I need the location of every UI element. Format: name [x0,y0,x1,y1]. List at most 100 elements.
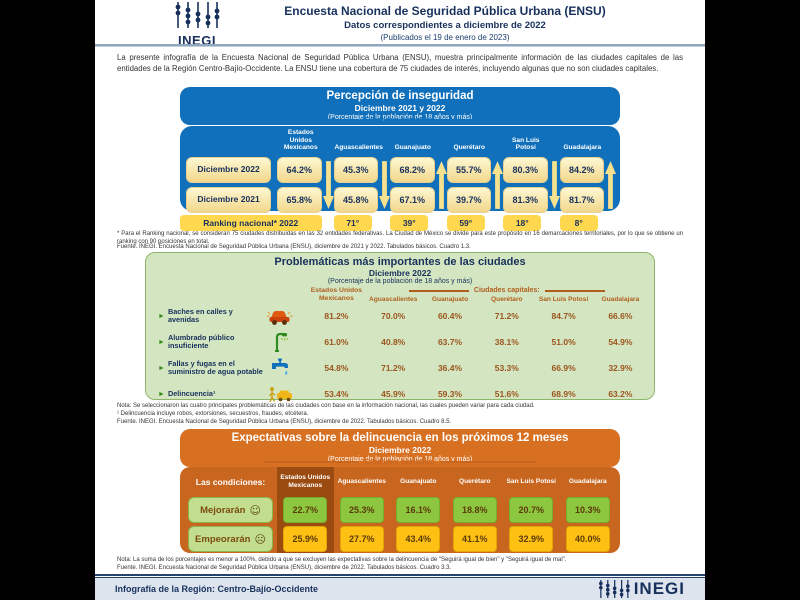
bullet-icon: ► [158,390,165,398]
perception-table: Estados Unidos Mexicanos Aguascalientes … [180,126,620,213]
table-cell: 67.1% [390,186,435,213]
table-cell: 40.0% [565,526,610,552]
problems-row-delincuencia: ► Delincuencia¹ 53.4% 45.9% 59.3% 51.6% … [150,381,650,407]
inegi-logo: INEGI [161,2,233,48]
table-cell: 61.0% [324,337,349,348]
car-icon [266,311,293,326]
table-cell: 55.7% [446,156,491,183]
trend-arrow-icon [322,160,334,210]
divider-line [441,118,537,121]
table-cell: 54.9% [608,337,633,348]
published-date: (Publicados el 19 de enero de 2023) [380,33,510,42]
column-header: Querétaro [453,144,485,152]
ranking-label: Ranking nacional* 2022 [180,215,322,231]
problems-capitals-divider: Ciudades capitales: [365,287,649,295]
table-cell: 71.2% [381,363,406,374]
footer-region-label: Infografía de la Región: Centro-Bajío-Oc… [115,584,319,594]
table-cell: 63.7% [437,337,463,348]
row-label: Diciembre 2021 [186,186,271,213]
table-cell: 63.2% [608,389,633,400]
divider-line [263,460,359,463]
table-cell: 39.7% [446,186,491,213]
faucet-icon [271,358,288,376]
expectations-note: Nota: La suma de los porcentajes es meno… [117,557,567,563]
trend-arrow-icon [379,160,390,210]
column-header: Estados Unidos Mexicanos [310,287,363,303]
trend-arrow-icon [435,160,447,210]
trend-arrow-icon [605,160,616,210]
problems-period: Diciembre 2022 [368,268,432,278]
expectations-universe: (Porcentaje de la población de 18 años y… [327,456,473,463]
content-area: INEGI Encuesta Nacional de Seguridad Púb… [95,0,705,600]
column-header: San Luis Potosí [506,478,556,486]
capitals-label: Ciudades capitales: [364,115,436,124]
inegi-abacus-icon [598,580,630,598]
table-cell: 68.2% [390,156,435,183]
table-cell: 43.4% [396,526,441,552]
crime-icon [268,387,292,403]
page-header: INEGI Encuesta Nacional de Seguridad Púb… [95,0,705,48]
bullet-icon: ► [158,338,165,346]
capitals-label: Ciudades capitales: [473,287,540,295]
divider-line [263,118,359,121]
table-cell: 22.7% [283,497,328,523]
ranking-value: 59° [446,215,485,231]
conditions-label: Las condiciones: [195,477,266,487]
perception-universe: (Porcentaje de la población de 18 años y… [327,114,473,121]
streetlamp-icon [274,333,289,353]
header-titles: Encuesta Nacional de Seguridad Pública U… [235,4,655,42]
table-cell: 81.2% [324,311,349,322]
expectations-title: Expectativas sobre la delincuencia en lo… [231,432,569,444]
table-cell: 16.1% [396,497,441,523]
divider-line [408,290,469,292]
inegi-logo-text: INEGI [633,579,685,598]
problems-row-agua: ► Fallas y fugas en el suministro de agu… [150,355,650,381]
table-cell: 45.3% [333,156,378,183]
bullet-icon: ► [158,364,165,372]
perception-title: Percepción de inseguridad [326,90,474,102]
table-cell: 53.3% [494,363,519,374]
table-cell: 66.9% [551,363,576,374]
column-header: Guanajuato [431,296,469,304]
expectations-section-header: Expectativas sobre la delincuencia en lo… [180,429,620,467]
column-header: Guanajuato [394,144,431,152]
perception-footnote: * Para el Ranking nacional, se considera… [117,231,683,245]
page-subtitle: Datos correspondientes a diciembre de 20… [344,20,546,31]
problem-label: Alumbrado público insuficiente [167,332,235,351]
column-header: San Luis Potosí [512,136,540,152]
table-cell: 84.7% [551,311,576,322]
capitals-label: Ciudades capitales: [364,457,436,466]
perception-capitals-divider: Ciudades capitales: [180,115,620,124]
table-cell: 40.8% [381,337,406,348]
expectations-period: Diciembre 2022 [368,445,432,455]
problems-title: Problemáticas más importantes de las ciu… [274,256,526,268]
row-label: Diciembre 2022 [186,156,271,183]
table-cell: 60.4% [437,311,463,322]
ranking-value: 71° [333,215,372,231]
column-header: Guanajuato [400,478,437,486]
expectations-capitals-divider: Ciudades capitales: [180,457,620,466]
problems-row-alumbrado: ► Alumbrado público insuficiente 61.0% 4… [150,329,650,355]
table-cell: 36.4% [437,363,463,374]
problems-note: Nota: Se seleccionaron las cuatro princi… [117,403,535,409]
header-divider [95,44,705,47]
column-header: San Luis Potosí [538,296,589,304]
table-cell: 81.3% [503,186,548,213]
table-cell: 53.4% [324,389,349,400]
table-cell: 20.7% [509,497,554,523]
bullet-icon: ► [158,312,165,320]
table-cell: 71.2% [494,311,519,322]
problems-universe: (Porcentaje de la población de 18 años y… [327,278,473,285]
column-header: Aguascalientes [337,478,386,486]
perception-period: Diciembre 2021 y 2022 [354,103,446,113]
table-cell: 45.8% [333,186,378,213]
column-header: Querétaro [458,478,491,486]
table-cell: 64.2% [277,156,322,183]
table-cell: 84.2% [559,156,604,183]
expectations-table: Las condiciones: Estados Unidos Mexicano… [180,467,620,553]
expectations-source: Fuente. INEGI. Encuesta Nacional de Segu… [117,565,452,571]
table-cell: 51.6% [494,389,519,400]
footer-divider [95,574,705,578]
problems-footnote: ¹ Delincuencia incluye robos, extorsione… [117,411,309,417]
